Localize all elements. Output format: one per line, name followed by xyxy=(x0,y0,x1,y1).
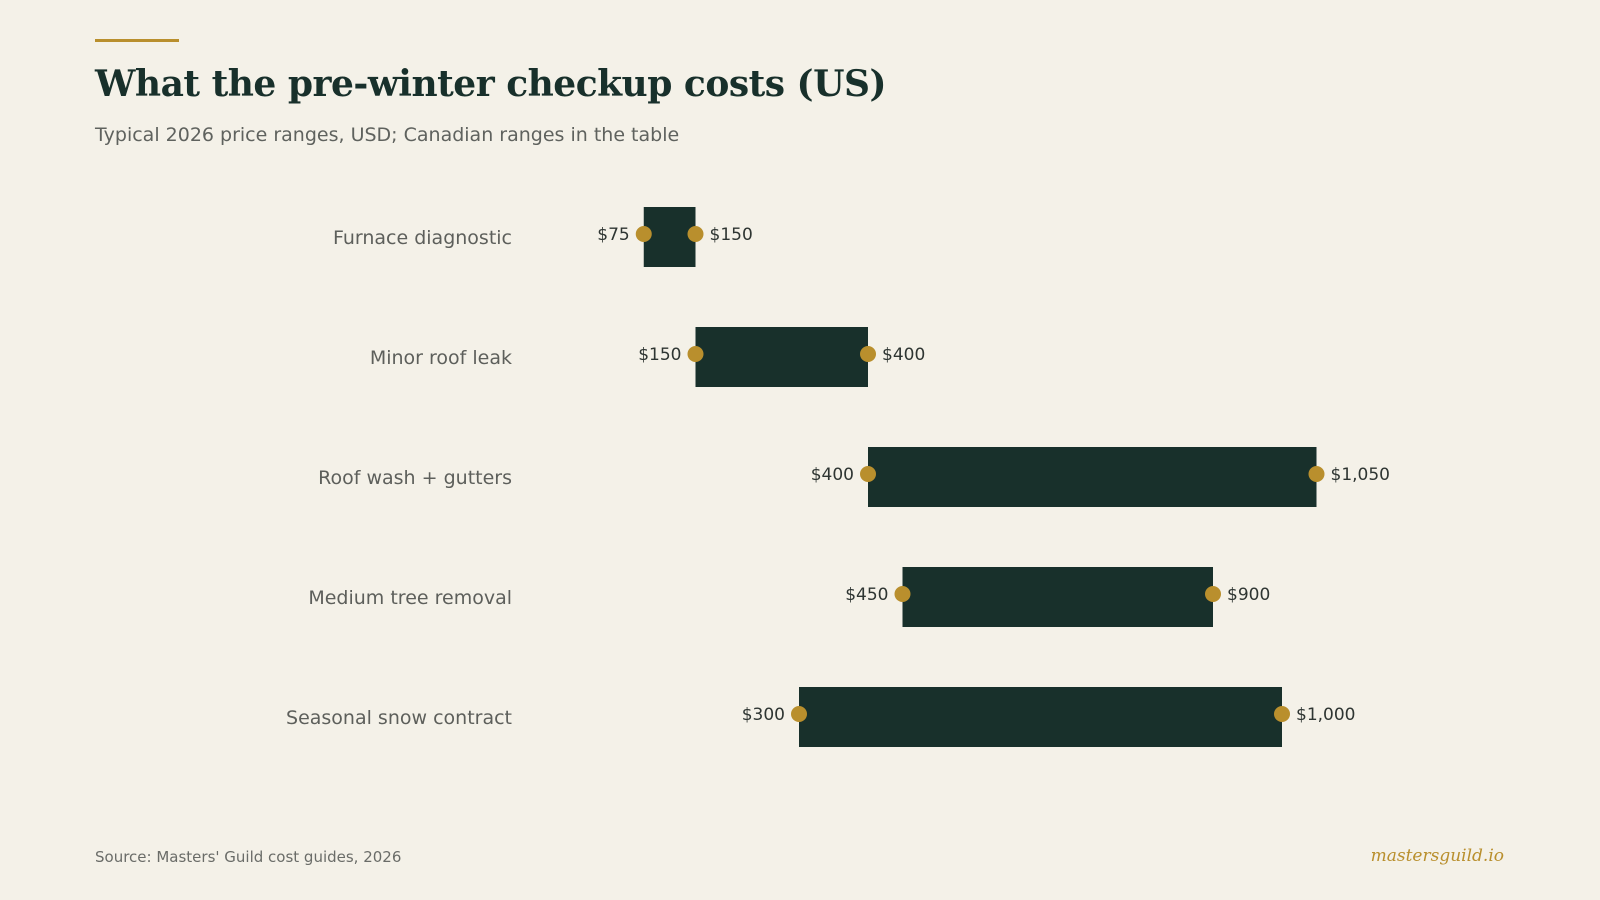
low-endpoint-dot xyxy=(635,226,652,242)
chart-subtitle: Typical 2026 price ranges, USD; Canadian… xyxy=(95,124,680,146)
range-bar xyxy=(868,447,1317,507)
high-value-label: $1,000 xyxy=(1296,705,1355,725)
low-endpoint-dot xyxy=(894,586,911,602)
low-endpoint-dot xyxy=(791,706,807,722)
range-bar xyxy=(695,327,868,387)
high-value-label: $150 xyxy=(710,225,753,245)
high-endpoint-dot xyxy=(1205,586,1221,602)
low-value-label: $400 xyxy=(811,465,854,485)
range-bar xyxy=(799,687,1282,747)
high-endpoint-dot xyxy=(687,226,704,242)
range-bar xyxy=(902,567,1213,627)
low-endpoint-dot xyxy=(687,346,704,362)
category-label: Roof wash + gutters xyxy=(318,467,512,489)
low-value-label: $75 xyxy=(597,225,629,245)
category-label: Seasonal snow contract xyxy=(286,707,512,729)
low-value-label: $300 xyxy=(742,705,785,725)
high-value-label: $1,050 xyxy=(1331,465,1390,485)
high-value-label: $400 xyxy=(882,345,925,365)
low-value-label: $150 xyxy=(638,345,681,365)
range-bar xyxy=(643,207,696,267)
high-value-label: $900 xyxy=(1227,585,1270,605)
brand-link[interactable]: mastersguild.io xyxy=(1370,846,1504,866)
high-endpoint-dot xyxy=(1274,706,1290,722)
high-endpoint-dot xyxy=(1308,466,1325,482)
low-value-label: $450 xyxy=(845,585,888,605)
category-label: Furnace diagnostic xyxy=(333,227,512,249)
source-note: Source: Masters' Guild cost guides, 2026 xyxy=(95,848,402,866)
category-label: Minor roof leak xyxy=(370,347,512,369)
low-endpoint-dot xyxy=(860,466,876,482)
accent-rule xyxy=(95,39,179,42)
high-endpoint-dot xyxy=(860,346,876,362)
category-label: Medium tree removal xyxy=(308,587,512,609)
chart-title: What the pre-winter checkup costs (US) xyxy=(95,63,887,105)
